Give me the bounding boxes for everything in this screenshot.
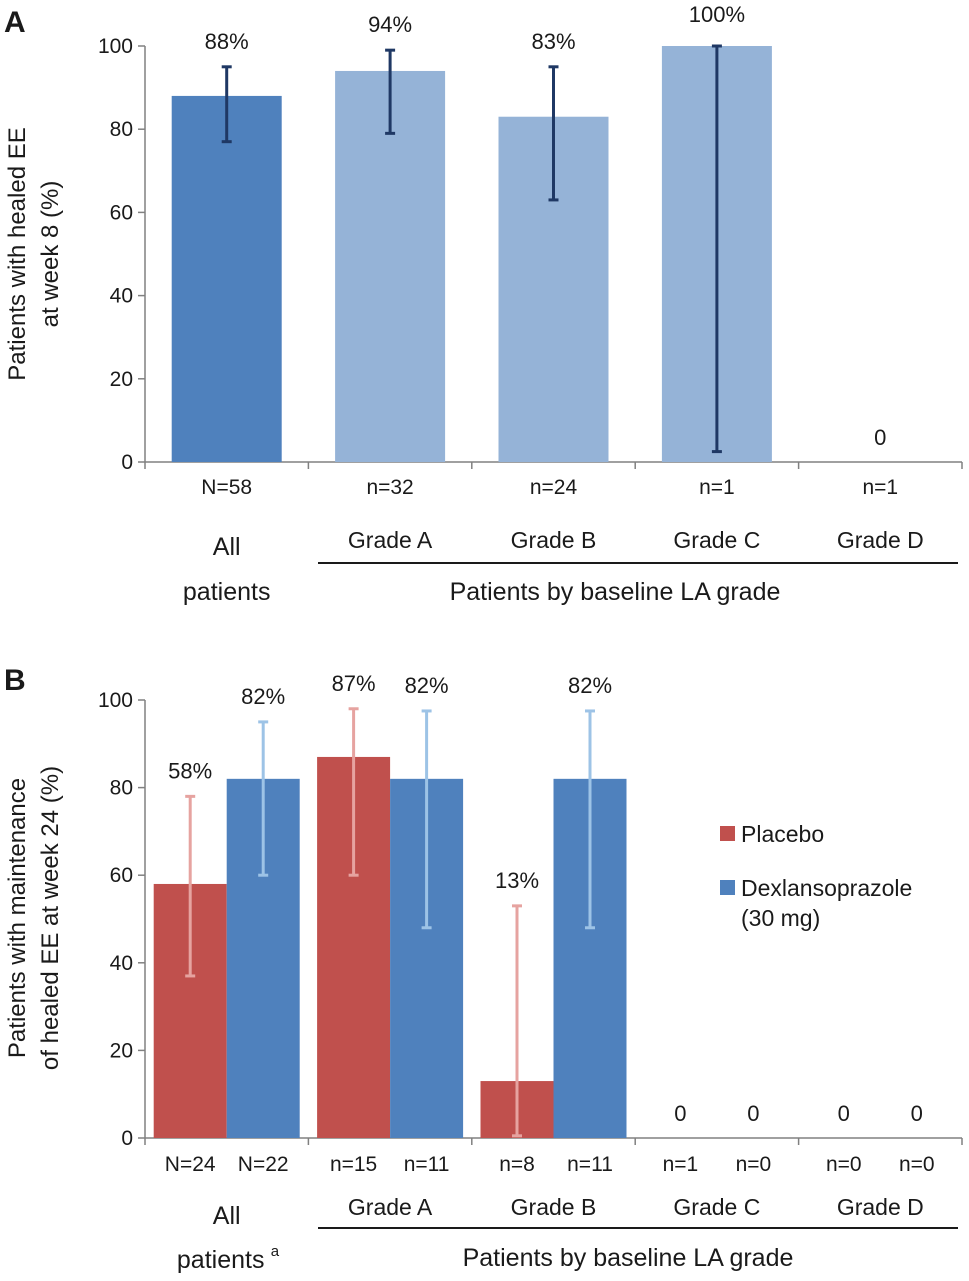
panel-b-error-bars [185,707,595,1138]
grade-label: Grade C [673,527,760,553]
grade-label: Grade A [348,1194,433,1220]
all-patients-label-line2: patients [183,578,271,606]
legend-label-dexlansoprazole-line2: (30 mg) [741,905,820,931]
grade-group-label: Patients by baseline LA grade [450,578,781,606]
panel-a-bars [171,46,772,463]
n-label: n=0 [899,1153,935,1176]
n-label: n=1 [862,476,898,499]
panel-a-y-axis-label: Patients with healed EE at week 8 (%) [4,127,64,381]
panel-a: A Patients with healed EE at week 8 (%) 0… [4,2,963,606]
panel-b: B Patients with maintenance of healed EE … [4,664,963,1274]
panel-b-letter: B [4,664,26,697]
n-label: n=11 [567,1153,613,1176]
panel-b-legend: Placebo Dexlansoprazole (30 mg) [720,821,912,931]
panel-a-letter: A [4,6,26,39]
data-label: 0 [911,1101,923,1126]
data-label: 82% [568,673,612,698]
legend-swatch-placebo [720,826,735,841]
y-tick-label: 40 [110,285,133,308]
legend-swatch-dexlansoprazole [720,880,735,895]
y-tick-label: 20 [110,368,133,391]
panel-a-category-labels: N=58 n=32 n=24 n=1 n=1 All patients Grade A Grad… [183,476,958,606]
y-axis-label-line: at week 8 (%) [37,181,64,328]
data-label: 82% [241,684,285,709]
n-label: n=11 [404,1153,450,1176]
y-axis-label-line: Patients with healed EE [4,127,31,381]
y-tick-label: 60 [110,201,133,224]
bar [335,70,446,463]
n-label: n=24 [530,476,578,499]
data-label: 58% [168,758,212,783]
y-tick-label: 80 [110,118,133,141]
grade-label: Grade B [511,1194,597,1220]
data-label: 0 [747,1101,759,1126]
panel-a-data-labels: 88% 94% 83% 100% 0 [205,2,887,450]
data-label: 0 [874,425,886,450]
data-label: 13% [495,868,539,893]
n-label: n=8 [499,1153,535,1176]
n-label: n=0 [736,1153,772,1176]
legend-label-dexlansoprazole-line1: Dexlansoprazole [741,875,912,901]
data-label: 100% [689,2,745,27]
all-patients-label-line1: All [213,1202,241,1230]
y-tick-label: 100 [98,35,133,58]
n-label: N=58 [201,476,252,499]
panel-b-category-labels: N=24 n=15 n=8 n=1 n=0 N=22 n=11 n=11 n=0 n=0 All pa… [165,1153,958,1274]
bar [171,95,282,463]
data-label: 88% [205,29,249,54]
y-tick-label: 60 [110,864,133,887]
data-label: 82% [405,673,449,698]
n-label: n=32 [366,476,413,499]
n-label: n=15 [330,1153,377,1176]
n-label: N=22 [238,1153,289,1176]
grade-label: Grade D [837,1194,924,1220]
all-patients-label-line1: All [213,533,241,561]
legend-label-placebo: Placebo [741,821,824,847]
data-label: 87% [332,671,376,696]
data-label: 0 [838,1101,850,1126]
y-tick-label: 100 [98,689,133,712]
data-label: 83% [531,29,575,54]
grade-label: Grade A [348,527,433,553]
grade-label: Grade C [673,1194,760,1220]
panel-b-y-axis-label: Patients with maintenance of healed EE at… [4,766,64,1070]
grade-label: Grade D [837,527,924,553]
n-label: N=24 [165,1153,216,1176]
n-label: n=0 [826,1153,862,1176]
y-tick-label: 80 [110,777,133,800]
all-patients-footnote-marker: a [271,1243,280,1260]
grade-label: Grade B [511,527,597,553]
data-label: 0 [674,1101,686,1126]
all-patients-label-line2: patients [177,1246,265,1274]
data-label: 94% [368,12,412,37]
y-tick-label: 20 [110,1039,133,1062]
grade-group-label: Patients by baseline LA grade [463,1244,794,1272]
y-axis-label-line: Patients with maintenance [4,778,31,1058]
panel-a-error-bars [221,44,722,454]
y-tick-label: 0 [121,1127,133,1150]
n-label: n=1 [663,1153,699,1176]
panel-b-bars [153,756,627,1138]
panel-b-data-labels: 58% 87% 13% 0 0 82% 82% 82% 0 0 [168,671,923,1126]
n-label: n=1 [699,476,735,499]
y-tick-label: 40 [110,952,133,975]
y-tick-label: 0 [121,451,133,474]
y-axis-label-line: of healed EE at week 24 (%) [37,766,64,1070]
